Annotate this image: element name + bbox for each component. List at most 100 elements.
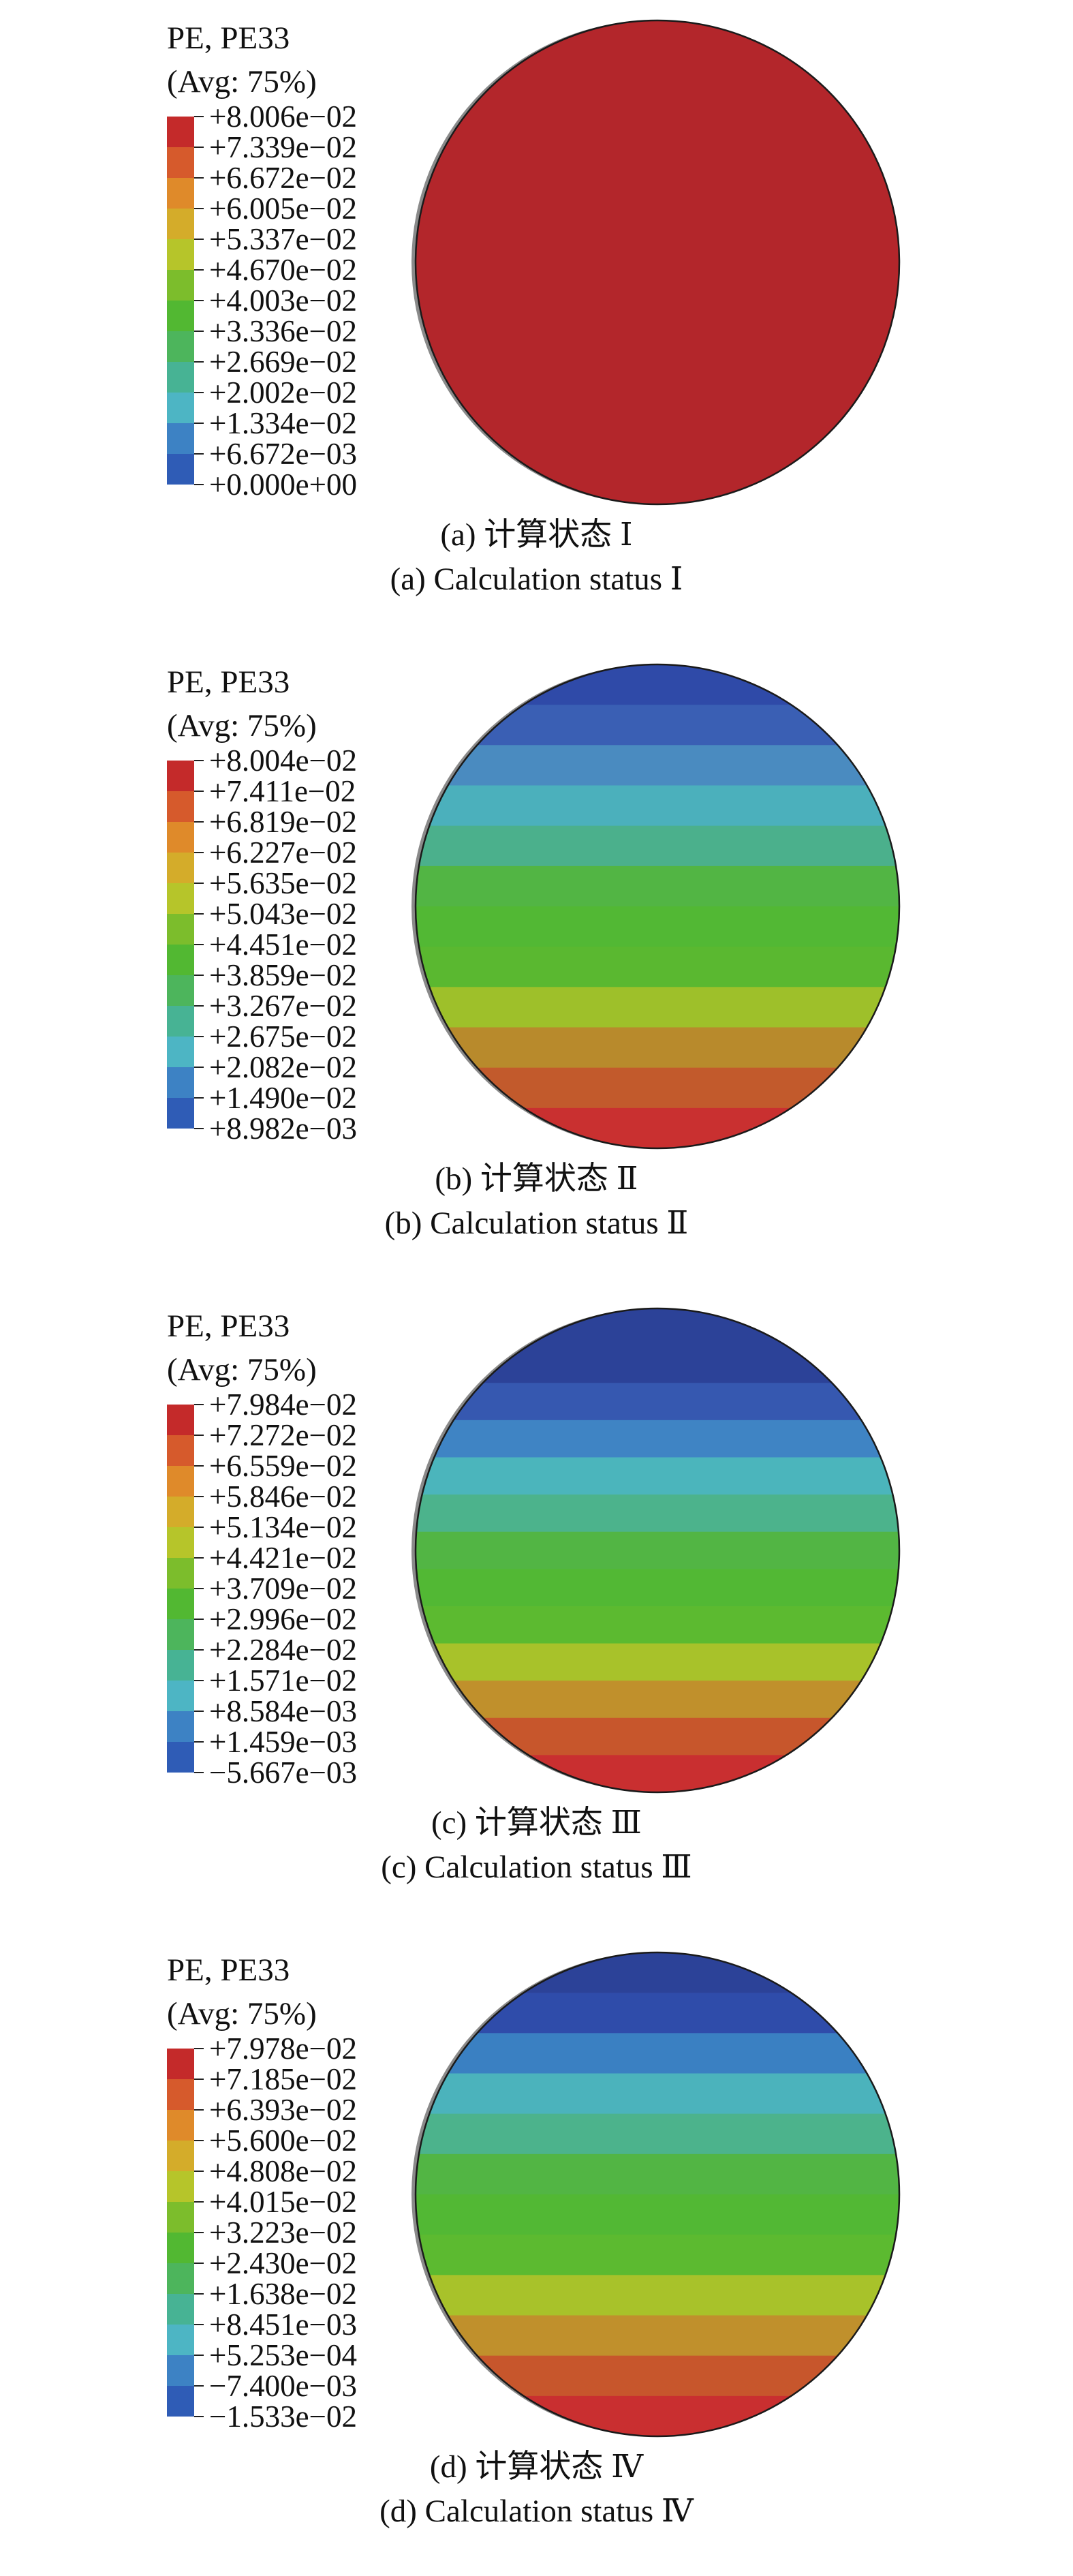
contour-band [416,1457,899,1495]
legend-title: PE, PE33 [167,20,290,56]
legend-tick [194,2263,204,2264]
legend-swatch [167,454,194,485]
color-bar: +7.978e−02 +7.185e−02 +6.393e−02 +5.600e−02… [167,2034,357,2432]
legend-label: +7.984e−02 [209,1387,357,1422]
legend-label: +8.006e−02 [209,99,357,134]
legend-tick [194,821,204,823]
legend-swatch [167,147,194,178]
legend-label: +6.559e−02 [209,1449,357,1483]
legend-swatch [167,393,194,423]
contour-band [416,2315,899,2357]
contour-band [416,947,899,987]
contour-band [416,2275,899,2316]
legend-tick [194,1097,204,1099]
contour-band [416,1531,899,1569]
legend-tick [194,2293,204,2295]
legend-tick [194,944,204,945]
legend-swatch [167,1589,194,1619]
caption-english: (d) Calculation status Ⅳ [379,2494,694,2529]
color-legend: PE, PE33 (Avg: 75%) +7.984e−02 +7.272e−02… [167,1305,453,1788]
legend-label: +3.267e−02 [209,989,357,1023]
legend-tick [194,1005,204,1007]
legend-label: +2.430e−02 [209,2246,357,2280]
legend-tick [194,1680,204,1681]
legend-tick [194,331,204,332]
caption-english: (b) Calculation status Ⅱ [384,1206,689,1241]
legend-swatch [167,2049,194,2079]
legend-swatch [167,209,194,239]
contour-band [416,745,899,786]
legend-swatch [167,1527,194,1558]
legend-swatch [167,853,194,883]
legend-tick [194,2109,204,2111]
panel-a: PE, PE33 (Avg: 75%) +8.006e−02 +7.339e−02… [0,0,1073,644]
contour-band [416,1643,899,1681]
contour-band [416,1606,899,1644]
color-bar: +8.006e−02 +7.339e−02 +6.672e−02 +6.005e−02… [167,102,357,500]
panel-b: PE, PE33 (Avg: 75%) +8.004e−02 +7.411e−02… [0,644,1073,1288]
caption-chinese: (b) 计算状态 Ⅱ [435,1161,638,1197]
legend-swatch [167,1067,194,1098]
legend-title: PE, PE33 [167,1952,290,1988]
legend-tick [194,453,204,455]
legend-label: +3.223e−02 [209,2215,357,2250]
legend-tick [194,2048,204,2049]
legend-swatch [167,1098,194,1129]
legend-swatch [167,301,194,331]
contour-disk [411,1307,901,1794]
contour-disk [411,1951,901,2438]
contour-band [416,1952,899,1993]
legend-swatch [167,791,194,822]
contour-band [416,1755,899,1792]
legend-tick [194,2416,204,2417]
contour-band [416,1569,899,1607]
legend-tick [194,2385,204,2387]
legend-averaging: (Avg: 75%) [167,1996,317,2031]
legend-label: +2.675e−02 [209,1019,357,1054]
legend-averaging: (Avg: 75%) [167,708,317,743]
legend-label: +3.859e−02 [209,958,357,992]
legend-tick [194,2232,204,2233]
contour-band [416,1067,899,1109]
legend-tick [194,269,204,271]
contour-band [416,1420,899,1458]
legend-label: +1.638e−02 [209,2277,357,2311]
contour-band [416,2355,899,2397]
legend-label: +5.337e−02 [209,222,357,256]
legend-tick [194,1465,204,1467]
legend-label: +5.043e−02 [209,897,357,931]
contour-band [416,987,899,1028]
legend-swatch [167,2294,194,2325]
legend-tick [194,147,204,148]
legend-averaging: (Avg: 75%) [167,1352,317,1387]
contour-band [416,1308,899,1347]
contour-band [416,906,899,947]
legend-swatch [167,1681,194,1711]
legend-label: +1.571e−02 [209,1663,357,1698]
legend-tick [194,1128,204,1129]
legend-label: +7.272e−02 [209,1418,357,1452]
contour-band [416,2033,899,2074]
legend-label: +2.082e−02 [209,1050,357,1084]
contour-band [416,2235,899,2275]
contour-band [416,664,899,705]
contour-band [416,1494,899,1533]
legend-averaging: (Avg: 75%) [167,64,317,99]
panel-d: PE, PE33 (Avg: 75%) +7.978e−02 +7.185e−02… [0,1932,1073,2576]
legend-label: +4.451e−02 [209,927,357,962]
legend-label: +5.253e−04 [209,2338,357,2372]
legend-swatch [167,1558,194,1589]
legend-title: PE, PE33 [167,664,290,700]
legend-swatch [167,1742,194,1773]
legend-swatch [167,331,194,362]
legend-tick [194,1772,204,1773]
legend-label: +4.003e−02 [209,283,357,318]
caption-chinese: (a) 计算状态 Ⅰ [440,517,633,553]
legend-tick [194,208,204,209]
legend-swatch [167,1650,194,1681]
color-bar: +7.984e−02 +7.272e−02 +6.559e−02 +5.846e−02… [167,1390,357,1788]
legend-label: −7.400e−03 [209,2369,357,2403]
legend-tick [194,2140,204,2141]
legend-label: +4.015e−02 [209,2185,357,2219]
legend-tick [194,484,204,485]
